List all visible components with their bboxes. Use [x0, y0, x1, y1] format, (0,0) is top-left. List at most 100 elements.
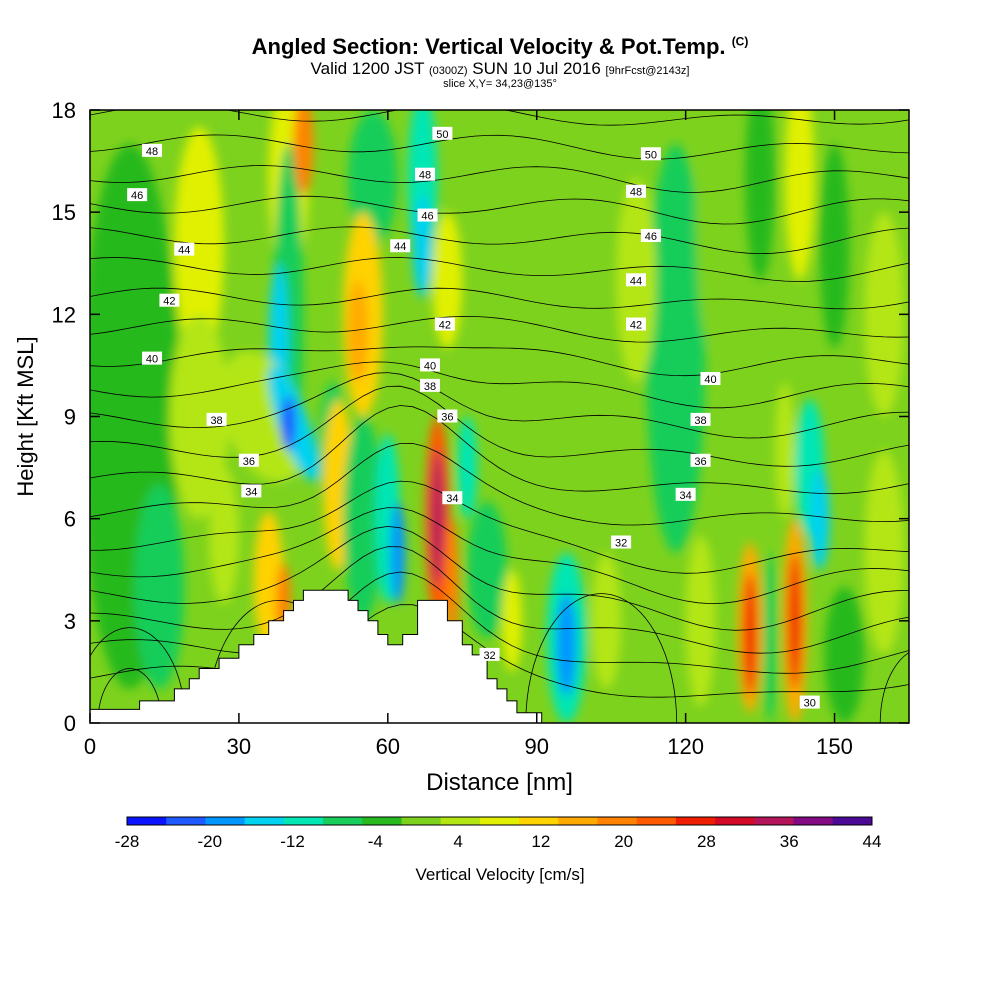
contour-label: 32 — [611, 535, 632, 550]
contour-label-box — [442, 491, 463, 505]
colorbar-swatch — [127, 817, 167, 825]
colorbar-swatch — [166, 817, 206, 825]
valid-time: Valid 1200 JST — [310, 59, 425, 78]
contour-label-box — [437, 409, 458, 423]
contour-label: 30 — [799, 695, 820, 710]
contour-label-text: 38 — [210, 415, 222, 427]
contour-label-text: 36 — [441, 412, 453, 424]
field-cell — [864, 450, 905, 655]
contour-label-box — [420, 358, 441, 372]
contour-label-text: 42 — [439, 320, 451, 332]
contour-label: 34 — [241, 484, 262, 498]
colorbar-swatch — [636, 817, 677, 825]
contour-label: 44 — [626, 273, 646, 287]
field-cell — [743, 573, 757, 696]
contour-label-text: 44 — [394, 241, 406, 253]
colorbar-swatch — [558, 817, 599, 825]
colorbar-swatch — [793, 817, 834, 825]
contour-label-text: 50 — [645, 149, 657, 161]
y-axis-label: Height [Kft MSL] — [13, 336, 38, 496]
terrain-profile — [89, 589, 909, 724]
contour-label-box — [417, 208, 438, 222]
contour-label: 34 — [675, 487, 696, 502]
field-cell — [174, 127, 225, 366]
contour-label-text: 38 — [694, 415, 706, 427]
chart-subtitle: Valid 1200 JST (0300Z) SUN 10 Jul 2016 [… — [0, 59, 1000, 79]
y-tick-label: 6 — [64, 507, 76, 532]
field-cell — [209, 467, 239, 604]
theta-contour — [90, 627, 186, 723]
forecast-info: [9hrFcst@2143z] — [605, 65, 690, 77]
x-tick-label: 90 — [524, 734, 548, 759]
colorbar-swatch — [832, 817, 873, 825]
vertical-velocity-field — [90, 110, 909, 723]
contour-label: 44 — [174, 242, 195, 257]
y-tick-label: 9 — [64, 405, 76, 430]
field-cell — [809, 467, 830, 570]
contour-label-box — [611, 535, 632, 549]
y-tick-label: 15 — [52, 200, 76, 225]
colorbar-label: Vertical Velocity [cm/s] — [415, 865, 584, 884]
contour-label-box — [700, 372, 721, 386]
field-cell — [467, 501, 507, 638]
x-tick-label: 60 — [376, 734, 400, 759]
field-cell — [819, 144, 850, 349]
colorbar-tick-label: 4 — [453, 832, 462, 851]
colorbar-tick-label: -28 — [115, 832, 140, 851]
field-cell — [824, 586, 865, 723]
contour-label: 40 — [420, 358, 441, 372]
theta-contour — [90, 346, 909, 377]
contour-label-text: 38 — [424, 381, 436, 393]
contour-label-box — [626, 184, 646, 198]
contour-label-box — [174, 242, 195, 256]
theta-contour — [90, 405, 909, 495]
contour-label-text: 34 — [680, 490, 692, 502]
contour-label-box — [690, 412, 711, 426]
y-tick-label: 18 — [52, 98, 76, 123]
colorbar: -28 -20 -12 -4 4 12 20 28 36 44 Vertical Velocity … — [115, 816, 881, 884]
field-cell — [788, 552, 802, 689]
field-cell — [763, 552, 777, 723]
contour-label-box — [675, 487, 696, 501]
contour-label: 38 — [690, 412, 711, 427]
contour-label-text: 36 — [694, 456, 706, 468]
contour-label-box — [142, 351, 163, 365]
theta-contour — [90, 195, 909, 225]
contour-label-box — [690, 453, 711, 467]
contour-label-text: 46 — [645, 231, 657, 243]
field-cell — [501, 569, 522, 672]
field-cell — [281, 396, 296, 451]
contour-label-text: 32 — [483, 650, 495, 662]
contour-label: 36 — [238, 453, 259, 468]
contour-label-text: 40 — [704, 374, 716, 386]
contour-label-text: 48 — [419, 170, 431, 182]
x-tick-label: 30 — [227, 734, 251, 759]
contour-label-text: 42 — [163, 296, 175, 308]
colorbar-swatch — [244, 817, 285, 825]
valid-utc: (0300Z) — [429, 65, 468, 77]
field-cell — [645, 144, 706, 553]
colorbar-swatch — [479, 817, 520, 825]
field-cell — [695, 110, 726, 349]
x-tick-label: 0 — [84, 734, 96, 759]
contour-label: 46 — [640, 229, 661, 243]
colorbar-swatch — [715, 817, 755, 825]
contour-label: 48 — [142, 143, 163, 158]
contour-label-text: 40 — [424, 360, 436, 372]
colorbar-tick-label: 12 — [531, 832, 550, 851]
field-cell — [745, 110, 775, 281]
theta-contour — [90, 315, 909, 343]
colorbar-swatch — [440, 817, 481, 825]
colorbar-tick-label: -12 — [280, 832, 305, 851]
chart-title: Angled Section: Vertical Velocity & Pot.… — [251, 34, 749, 59]
contour-label-text: 44 — [178, 245, 190, 257]
field-cell — [774, 382, 795, 519]
contour-label-box — [640, 229, 661, 243]
contour-label-text: 30 — [804, 698, 816, 710]
contour-label-text: 48 — [630, 187, 642, 199]
x-axis-label: Distance [nm] — [426, 769, 573, 796]
theta-contour — [206, 600, 351, 723]
theta-contour — [90, 507, 909, 605]
field-cell — [784, 110, 815, 281]
theta-contour — [90, 361, 909, 409]
